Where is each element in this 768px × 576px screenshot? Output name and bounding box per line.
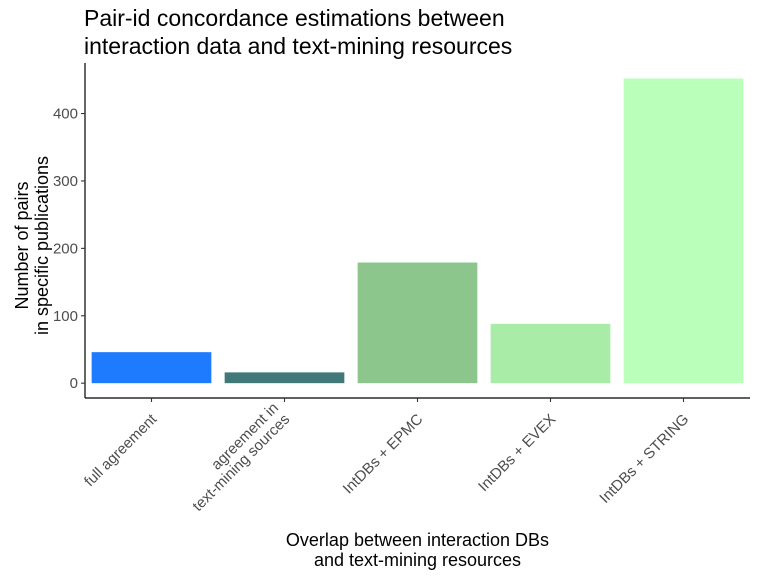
x-tick-label-4: IntDBs + STRING [596,411,692,507]
y-axis-title-line-1: in specific publications [32,156,52,335]
bar-3 [490,323,611,384]
x-axis-title: Overlap between interaction DBs and text-… [286,530,549,570]
x-axis-title-line-0: Overlap between interaction DBs [286,530,549,550]
y-axis-title: Number of pairsin specific publications [12,156,52,335]
bar-0 [91,352,212,384]
y-tick-label-1: 100 [53,308,78,325]
y-tick-label-4: 400 [53,106,78,123]
y-axis-title-line-0: Number of pairs [12,181,32,309]
x-tick-label-4-line-0: IntDBs + STRING [596,411,692,507]
chart-title-line-2: interaction data and text-mining resourc… [84,33,513,59]
y-tick-label-2: 200 [53,240,78,257]
bar-2 [357,262,478,384]
x-tick-label-3-line-0: IntDBs + EVEX [475,411,559,495]
x-tick-label-2-line-0: IntDBs + EPMC [340,411,427,498]
y-tick-label-3: 300 [53,173,78,190]
bars-layer [91,78,744,384]
y-tick-label-0: 0 [70,375,78,392]
x-axis-title-line-1: and text-mining resources [314,550,521,570]
chart-title: Pair-id concordance estimations between … [84,4,754,60]
bar-4 [623,78,744,384]
chart-title-line-1: Pair-id concordance estimations between [84,5,505,31]
x-tick-label-1-line-1: text-mining sources [189,411,293,515]
x-tick-label-0-line-0: full agreement [81,410,161,490]
bar-1 [224,372,345,384]
x-tick-label-0: full agreement [81,410,161,490]
x-tick-label-3: IntDBs + EVEX [475,411,559,495]
x-tick-label-2: IntDBs + EPMC [340,411,427,498]
x-tick-label-1: agreement intext-mining sources [178,399,293,514]
